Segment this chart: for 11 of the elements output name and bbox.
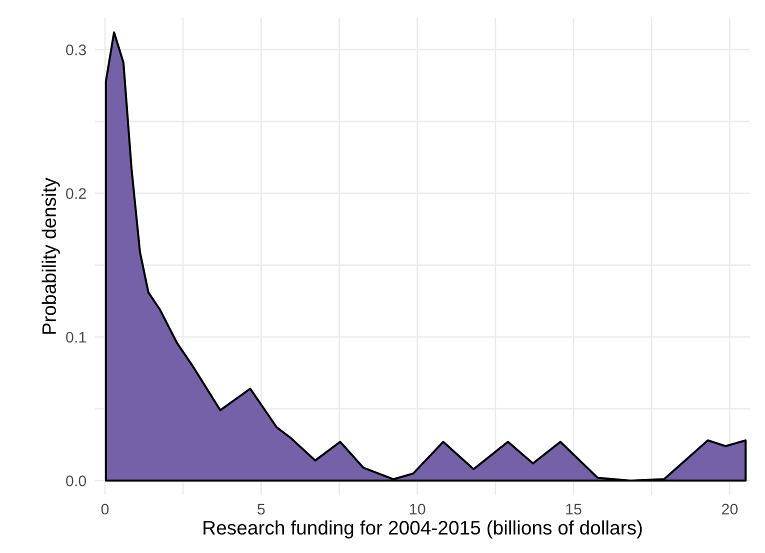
y-tick-label: 0.1	[66, 332, 86, 343]
x-tick-label: 0	[101, 504, 109, 515]
x-tick-label: 10	[410, 504, 426, 515]
x-tick-label: 20	[722, 504, 738, 515]
x-tick-label: 5	[258, 504, 265, 515]
y-tick-label: 0.3	[66, 44, 86, 56]
y-axis-title: Probability density	[42, 178, 60, 334]
x-tick-label: 15	[566, 504, 582, 515]
y-tick-label: 0.0	[66, 476, 86, 486]
y-tick-label: 0.2	[66, 188, 86, 199]
x-axis-title: Research funding for 2004-2015 (billions of dollars)	[204, 520, 642, 538]
